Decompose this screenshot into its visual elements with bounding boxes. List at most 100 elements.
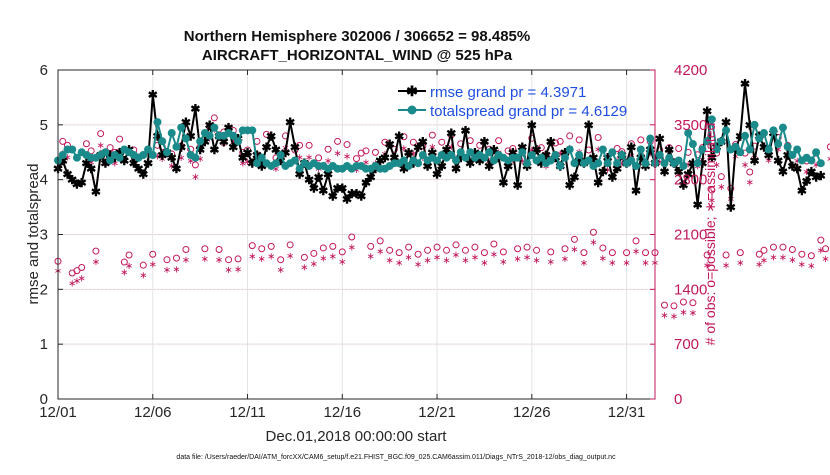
rmse-point: ✱ bbox=[347, 187, 357, 201]
obs-possible-point bbox=[623, 249, 631, 257]
totalspread-point bbox=[603, 159, 612, 168]
rmse-point: ✱ bbox=[181, 116, 191, 130]
obs-possible-point bbox=[210, 114, 218, 122]
totalspread-point bbox=[788, 150, 797, 159]
obs-assimilated-point: ∗ bbox=[580, 258, 588, 269]
obs-possible-point bbox=[97, 130, 105, 138]
obs-assimilated-point: ∗ bbox=[343, 151, 351, 162]
legend-totalspread-marker bbox=[407, 105, 417, 115]
y-tick-label-left: 5 bbox=[40, 117, 48, 134]
rmse-point: ✱ bbox=[143, 157, 153, 171]
obs-assimilated-point: ∗ bbox=[547, 257, 555, 268]
totalspread-point bbox=[684, 129, 693, 138]
obs-possible-point bbox=[201, 245, 209, 253]
obs-possible-point bbox=[632, 237, 640, 245]
obs-possible-point bbox=[92, 247, 100, 255]
rmse-point: ✱ bbox=[697, 157, 707, 171]
rmse-point: ✱ bbox=[626, 140, 636, 154]
rmse-point: ✱ bbox=[238, 151, 248, 165]
rmse-point: ✱ bbox=[219, 135, 229, 149]
obs-assimilated-point: ∗ bbox=[224, 265, 232, 276]
obs-possible-point bbox=[149, 250, 157, 258]
obs-possible-point bbox=[670, 302, 678, 310]
rmse-point: ✱ bbox=[171, 162, 181, 176]
obs-assimilated-point: ∗ bbox=[798, 260, 806, 271]
obs-assimilated-point: ∗ bbox=[817, 245, 825, 256]
x-tick-label: 12/21 bbox=[418, 404, 456, 421]
totalspread-point bbox=[68, 145, 77, 154]
obs-possible-point bbox=[433, 243, 441, 251]
rmse-point: ✱ bbox=[655, 132, 665, 146]
obs-possible-point bbox=[594, 134, 602, 141]
obs-possible-point bbox=[570, 235, 578, 243]
rmse-point: ✱ bbox=[380, 151, 390, 165]
rmse-point: ✱ bbox=[290, 140, 300, 154]
rmse-point: ✱ bbox=[811, 170, 821, 184]
obs-possible-point bbox=[788, 246, 796, 254]
obs-assimilated-point: ∗ bbox=[234, 264, 242, 275]
rmse-point: ✱ bbox=[721, 116, 731, 130]
obs-possible-point bbox=[613, 144, 621, 152]
obs-possible-point bbox=[523, 243, 531, 251]
rmse-point: ✱ bbox=[375, 154, 385, 168]
obs-assimilated-point: ∗ bbox=[111, 159, 119, 170]
rmse-point: ✱ bbox=[318, 184, 328, 198]
rmse-point: ✱ bbox=[517, 140, 527, 154]
obs-assimilated-point: ∗ bbox=[480, 258, 488, 269]
obs-possible-point bbox=[608, 249, 616, 257]
obs-possible-point bbox=[552, 139, 559, 147]
rmse-point: ✱ bbox=[612, 162, 622, 176]
rmse-point: ✱ bbox=[356, 190, 366, 204]
rmse-point: ✱ bbox=[797, 184, 807, 198]
rmse-point: ✱ bbox=[138, 168, 148, 182]
totalspread-point bbox=[556, 161, 565, 170]
rmse-point: ✱ bbox=[328, 190, 338, 204]
totalspread-point bbox=[148, 150, 157, 159]
totalspread-point bbox=[513, 153, 522, 162]
rmse-point: ✱ bbox=[816, 169, 826, 183]
totalspread-point bbox=[551, 150, 560, 159]
rmse-point: ✱ bbox=[148, 88, 158, 102]
obs-assimilated-point: ∗ bbox=[186, 156, 194, 167]
rmse-point: ✱ bbox=[304, 173, 314, 187]
totalspread-point bbox=[783, 142, 792, 151]
obs-assimilated-point: ∗ bbox=[253, 148, 261, 159]
rmse-point: ✱ bbox=[678, 179, 688, 193]
totalspread-point bbox=[523, 159, 532, 168]
totalspread-point bbox=[210, 123, 219, 132]
obs-assimilated-point: ∗ bbox=[310, 259, 318, 270]
obs-assimilated-point: ∗ bbox=[603, 165, 611, 176]
obs-assimilated-point: ∗ bbox=[153, 151, 161, 162]
rmse-point: ✱ bbox=[593, 176, 603, 190]
obs-assimilated-point: ∗ bbox=[125, 261, 133, 272]
obs-assimilated-point: ∗ bbox=[679, 307, 687, 318]
y-tick-label-left: 1 bbox=[40, 336, 48, 353]
rmse-point: ✱ bbox=[574, 154, 584, 168]
data-file-footer: data file: /Users/raeder/DAI/ATM_forcXX/… bbox=[176, 454, 616, 461]
obs-assimilated-point: ∗ bbox=[239, 159, 247, 170]
x-tick-label: 12/26 bbox=[513, 404, 551, 421]
obs-possible-point bbox=[296, 141, 304, 149]
obs-possible-point bbox=[172, 254, 180, 262]
totalspread-point bbox=[722, 126, 731, 135]
obs-possible-point bbox=[480, 249, 488, 257]
rmse-point: ✱ bbox=[456, 151, 466, 165]
obs-possible-point bbox=[182, 246, 190, 254]
rmse-point: ✱ bbox=[503, 159, 513, 173]
rmse-point: ✱ bbox=[432, 168, 442, 182]
rmse-point: ✱ bbox=[645, 143, 655, 157]
rmse-point: ✱ bbox=[792, 162, 802, 176]
legend: ✱ rmse grand pr = 4.3971 totalspread gra… bbox=[398, 83, 627, 120]
obs-assimilated-point: ∗ bbox=[594, 144, 602, 155]
rmse-point: ✱ bbox=[86, 162, 96, 176]
totalspread-point bbox=[617, 150, 626, 159]
totalspread-point bbox=[452, 156, 460, 165]
totalspread-point bbox=[115, 153, 124, 162]
x-tick-label: 12/11 bbox=[229, 404, 265, 421]
obs-assimilated-point: ∗ bbox=[68, 278, 76, 289]
rmse-point: ✱ bbox=[190, 102, 200, 116]
totalspread-point bbox=[404, 161, 413, 170]
rmse-point: ✱ bbox=[688, 157, 698, 171]
totalspread-point bbox=[655, 150, 664, 159]
totalspread-point bbox=[674, 156, 683, 165]
